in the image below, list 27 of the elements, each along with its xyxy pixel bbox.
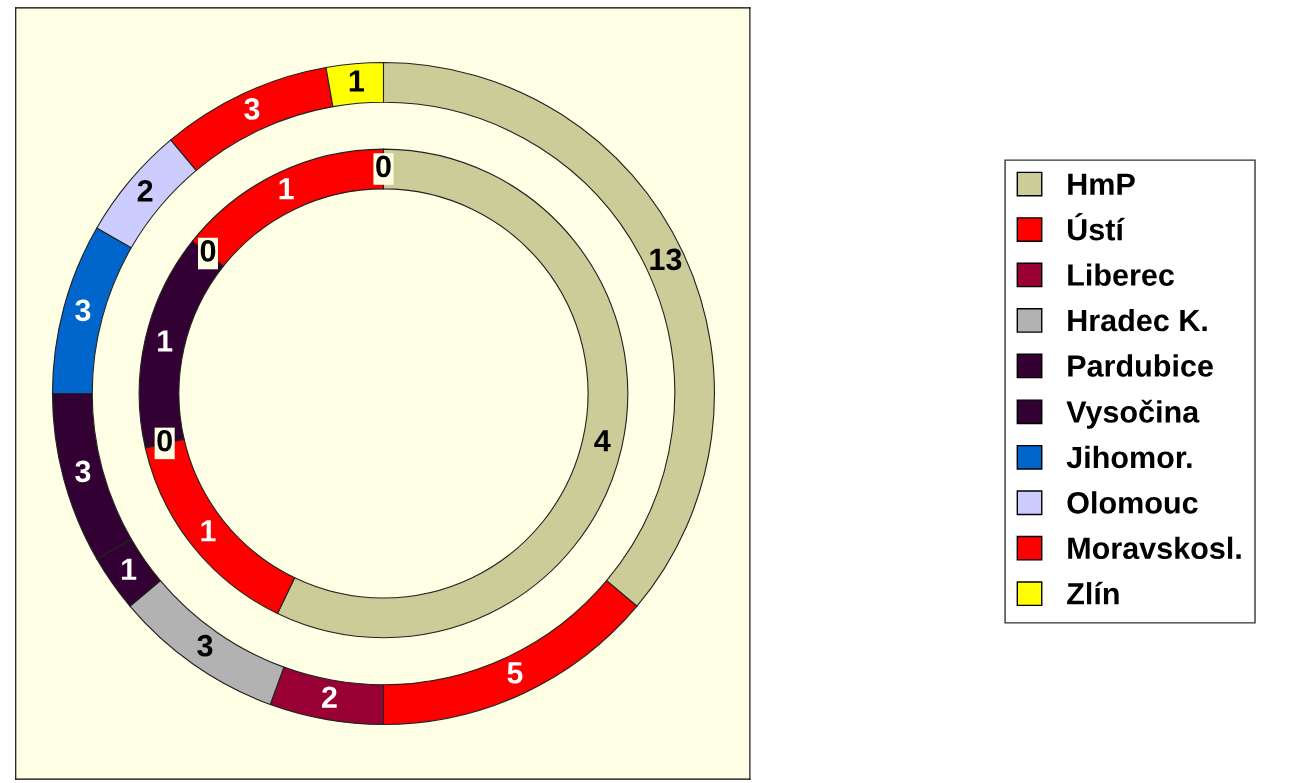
- text: 0: [376, 155, 391, 178]
- data-label: 2: [322, 686, 337, 708]
- text: 0: [157, 429, 172, 452]
- data-label: 5: [507, 662, 523, 684]
- data-label: 2: [137, 180, 153, 202]
- legend-label: Moravskosl.: [1068, 536, 1241, 560]
- data-label: 3: [75, 460, 91, 483]
- legend-label: HmP: [1068, 173, 1135, 195]
- data-label: 3: [244, 98, 260, 120]
- legend-label: Liberec: [1068, 263, 1174, 286]
- legend-label: Ústí: [1068, 213, 1125, 241]
- data-label: 1: [349, 70, 364, 92]
- data-label: 1: [122, 558, 137, 580]
- data-label: 1: [279, 178, 294, 200]
- legend-label: Zlín: [1067, 581, 1119, 605]
- text: 0: [200, 240, 216, 262]
- data-label: 4: [594, 430, 611, 452]
- legend-label: Olomouc: [1067, 491, 1198, 514]
- data-label: 13: [650, 248, 682, 271]
- data-label: 3: [197, 634, 213, 657]
- data-label: 1: [201, 520, 216, 542]
- data-label: 3: [75, 299, 91, 322]
- legend-label: Jihomor.: [1066, 445, 1192, 469]
- legend-label: Vysočina: [1066, 399, 1200, 429]
- data-label: 1: [158, 330, 173, 352]
- legend-label: Pardubice: [1068, 354, 1213, 377]
- legend-label: Hradec K.: [1068, 308, 1207, 332]
